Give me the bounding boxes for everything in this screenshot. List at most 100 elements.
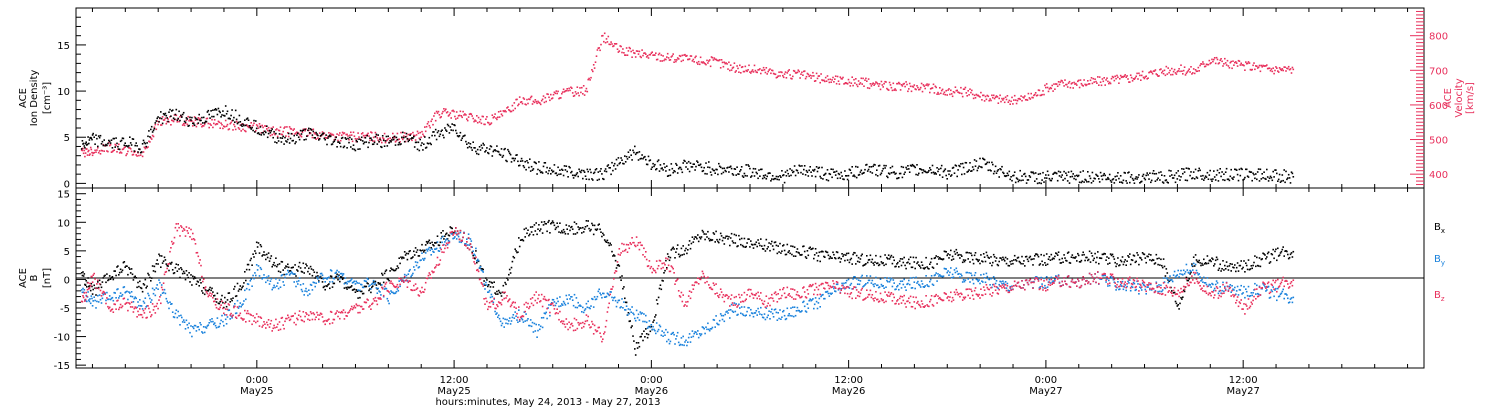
velocity-point	[116, 151, 118, 153]
by-point	[97, 294, 99, 297]
bx-point	[112, 278, 115, 281]
velocity-point	[1216, 58, 1219, 61]
bx-point	[384, 270, 387, 273]
velocity-point	[469, 112, 472, 115]
density-point	[668, 169, 671, 171]
velocity-point	[466, 119, 469, 122]
density-point	[934, 172, 937, 174]
density-point	[1155, 172, 1158, 175]
velocity-point	[579, 87, 581, 89]
by-point	[712, 318, 715, 321]
density-point	[1256, 178, 1258, 181]
bx-point	[914, 267, 916, 270]
bx-point	[216, 292, 219, 295]
density-point	[395, 136, 398, 139]
density-point	[845, 175, 847, 177]
bx-point	[751, 244, 754, 246]
by-point	[371, 282, 374, 285]
bx-point	[631, 325, 633, 327]
density-point	[460, 139, 463, 141]
by-point	[592, 306, 595, 308]
velocity-point	[86, 148, 88, 150]
density-point	[402, 131, 404, 134]
density-point	[670, 163, 673, 165]
bx-point	[1265, 257, 1267, 260]
by-point	[405, 274, 408, 277]
velocity-point	[512, 109, 515, 112]
by-point	[469, 238, 472, 240]
density-point	[404, 136, 407, 138]
bx-point	[450, 227, 452, 229]
velocity-point	[1289, 68, 1292, 70]
density-point	[1102, 174, 1105, 177]
density-point	[944, 168, 947, 170]
density-point	[892, 171, 895, 174]
velocity-point	[155, 128, 158, 131]
density-point	[545, 171, 547, 173]
density-point	[1268, 177, 1271, 180]
by-point	[451, 233, 453, 235]
density-point	[197, 122, 200, 124]
velocity-point	[420, 136, 422, 139]
velocity-point	[511, 104, 514, 107]
bx-point	[265, 258, 267, 261]
density-point	[1048, 177, 1051, 180]
velocity-point	[1155, 73, 1158, 75]
density-point	[318, 138, 321, 140]
bx-point	[961, 261, 964, 264]
by-point	[345, 281, 347, 284]
velocity-point	[974, 97, 977, 99]
velocity-point	[537, 100, 539, 103]
bx-point	[1038, 264, 1041, 266]
by-point	[418, 266, 421, 268]
bx-point	[771, 245, 774, 247]
bx-point	[1205, 262, 1208, 265]
velocity-point	[1217, 62, 1220, 65]
velocity-point	[1278, 67, 1281, 69]
density-point	[1284, 181, 1286, 184]
density-point	[1213, 170, 1215, 172]
bx-point	[829, 255, 832, 258]
bx-point	[1040, 253, 1042, 256]
bx-point	[729, 237, 732, 239]
by-point	[666, 340, 668, 343]
velocity-point	[172, 120, 175, 123]
bx-point	[887, 254, 890, 256]
bx-point	[1010, 263, 1012, 265]
density-point	[394, 144, 397, 146]
by-point	[556, 297, 558, 300]
bx-point	[515, 250, 517, 252]
velocity-point	[638, 50, 641, 53]
density-point	[1078, 181, 1081, 184]
velocity-point	[1245, 62, 1248, 65]
bx-point	[517, 251, 519, 253]
density-point	[666, 165, 668, 167]
density-point	[1020, 179, 1022, 182]
bx-point	[1178, 308, 1180, 310]
velocity-point	[108, 141, 110, 144]
bx-point	[170, 263, 172, 265]
by-point	[548, 304, 550, 306]
density-point	[493, 149, 495, 152]
velocity-point	[738, 71, 740, 73]
velocity-point	[1128, 81, 1130, 83]
bx-point	[551, 220, 554, 222]
velocity-point	[678, 54, 681, 57]
density-point	[1043, 181, 1045, 183]
density-point	[109, 142, 112, 144]
bx-point	[334, 276, 337, 279]
density-point	[350, 138, 353, 140]
velocity-point	[1181, 70, 1183, 72]
velocity-point	[257, 127, 260, 129]
by-point	[689, 341, 692, 343]
velocity-point	[1200, 63, 1202, 65]
bx-point	[967, 258, 969, 260]
velocity-point	[476, 115, 478, 117]
velocity-point	[995, 95, 998, 97]
by-point	[91, 305, 94, 307]
bx-point	[721, 239, 724, 242]
bx-point	[740, 237, 743, 240]
density-point	[160, 111, 162, 113]
by-point	[251, 285, 253, 287]
density-point	[231, 109, 233, 111]
